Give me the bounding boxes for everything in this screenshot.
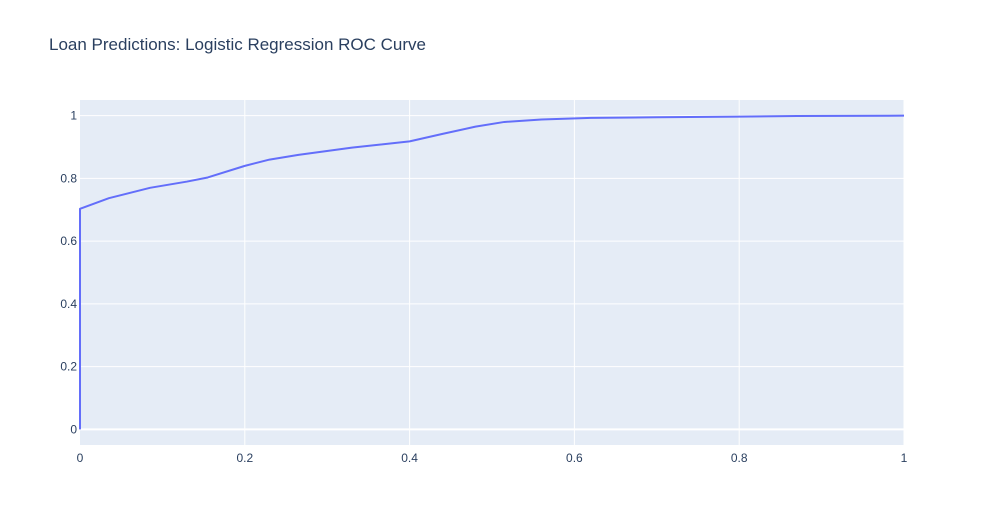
- y-tick-label: 0.8: [60, 171, 77, 185]
- roc-curve-line: [79, 114, 905, 430]
- y-tick-label: 1: [70, 109, 77, 123]
- plot-area: [80, 100, 904, 445]
- grid-lines: [80, 100, 905, 445]
- y-tick-label: 0: [70, 422, 77, 436]
- y-tick-label: 0.4: [60, 297, 77, 311]
- chart-title: Loan Predictions: Logistic Regression RO…: [49, 35, 426, 54]
- x-tick-label: 1: [901, 451, 908, 465]
- y-tick-label: 0.6: [60, 234, 77, 248]
- x-tick-label: 0.4: [401, 451, 418, 465]
- x-tick-label: 0.2: [236, 451, 253, 465]
- x-tick-label: 0: [77, 451, 84, 465]
- y-axis-ticks: 0 0.2 0.4 0.6 0.8 1: [60, 109, 77, 437]
- x-tick-label: 0.8: [731, 451, 748, 465]
- x-tick-label: 0.6: [566, 451, 583, 465]
- series-layer: [79, 114, 905, 430]
- y-tick-label: 0.2: [60, 360, 77, 374]
- x-axis-ticks: 0 0.2 0.4 0.6 0.8 1: [77, 451, 908, 465]
